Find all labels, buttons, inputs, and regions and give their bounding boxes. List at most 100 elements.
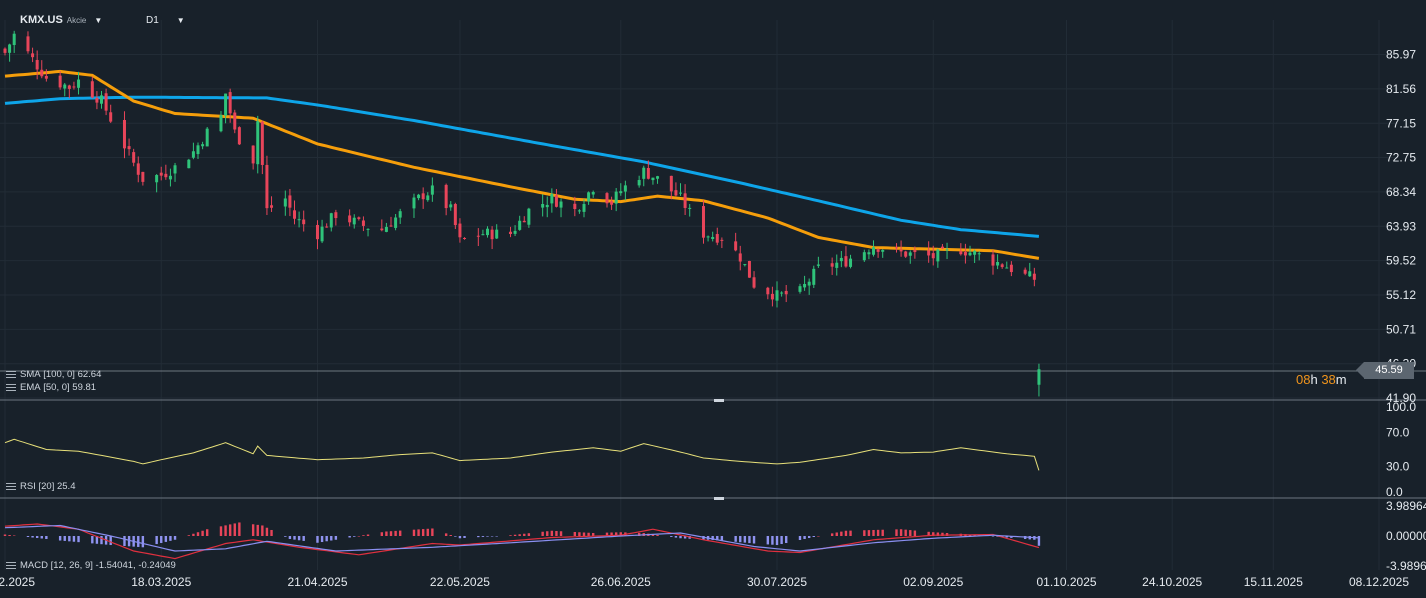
candle bbox=[31, 47, 35, 63]
candle bbox=[839, 251, 843, 268]
candle-body bbox=[862, 252, 866, 261]
candle-body bbox=[872, 247, 876, 255]
macd-histogram-bar bbox=[555, 530, 558, 536]
candle bbox=[109, 104, 113, 123]
candle-body bbox=[228, 92, 232, 114]
candle bbox=[894, 243, 898, 253]
candle-body bbox=[486, 228, 490, 236]
candle-body bbox=[136, 163, 140, 175]
moving-average-lines bbox=[4, 69, 1040, 260]
candle bbox=[380, 219, 384, 232]
candle bbox=[587, 191, 591, 205]
macd-histogram-bar bbox=[481, 536, 485, 537]
candle bbox=[412, 193, 416, 218]
macd-histogram-bar bbox=[357, 536, 361, 537]
candle-body bbox=[527, 208, 531, 225]
candle bbox=[228, 88, 232, 123]
candle-body bbox=[104, 93, 108, 111]
candle-body bbox=[201, 144, 205, 147]
candle bbox=[444, 183, 448, 216]
candle-body bbox=[508, 231, 512, 235]
macd-histogram-bar bbox=[817, 536, 820, 537]
macd-histogram-bar bbox=[251, 524, 255, 536]
macd-histogram-bar bbox=[798, 536, 802, 541]
candle bbox=[931, 245, 935, 266]
symbol-selector[interactable]: KMX.US Akcie ▼ bbox=[20, 12, 102, 28]
candle-body bbox=[109, 112, 113, 122]
macd-histogram-bar bbox=[412, 529, 416, 536]
menu-icon bbox=[6, 483, 16, 490]
candle bbox=[844, 246, 848, 268]
candle-body bbox=[711, 236, 715, 240]
candle bbox=[642, 165, 646, 187]
macd-histogram-bar bbox=[495, 536, 498, 537]
rsi-tick-label: 100.0 bbox=[1386, 400, 1416, 414]
candle bbox=[908, 250, 912, 264]
legend-macd[interactable]: MACD [12, 26, 9] -1.54041, -0.24049 bbox=[6, 560, 176, 571]
macd-histogram-bar bbox=[550, 530, 554, 536]
candle bbox=[973, 249, 977, 264]
candle-body bbox=[490, 229, 494, 240]
timeframe-label: D1 bbox=[146, 14, 159, 26]
macd-histogram-bar bbox=[325, 536, 328, 542]
macd-histogram-bar bbox=[160, 536, 163, 543]
candle-body bbox=[573, 203, 577, 209]
candle bbox=[715, 227, 719, 246]
macd-histogram-bar bbox=[527, 533, 531, 536]
candle-body bbox=[679, 192, 683, 194]
candle-body bbox=[683, 193, 687, 208]
price-tick-label: 50.71 bbox=[1386, 322, 1416, 336]
macd-histogram-bar bbox=[334, 536, 338, 540]
macd-histogram-bar bbox=[35, 536, 39, 539]
macd-histogram-bar bbox=[651, 534, 655, 536]
candle bbox=[100, 90, 104, 109]
candle bbox=[122, 111, 126, 159]
timeframe-selector[interactable]: D1 ▼ bbox=[146, 12, 185, 28]
macd-histogram-bar bbox=[63, 536, 66, 541]
macd-histogram-bar bbox=[637, 532, 641, 536]
candle bbox=[173, 162, 177, 182]
candle-last bbox=[1037, 363, 1041, 397]
candle bbox=[58, 71, 62, 90]
legend-ema[interactable]: EMA [50, 0] 59.81 bbox=[6, 382, 96, 393]
date-tick-label: 21.04.2025 bbox=[287, 575, 347, 589]
candle-body bbox=[100, 95, 104, 104]
candle bbox=[674, 182, 678, 197]
menu-icon bbox=[6, 562, 16, 569]
candle-body bbox=[545, 204, 549, 208]
candle bbox=[913, 246, 917, 259]
price-tick-label: 77.15 bbox=[1386, 116, 1416, 130]
candle bbox=[26, 31, 30, 54]
macd-histogram-bar bbox=[932, 532, 935, 536]
macd-histogram-bar bbox=[840, 531, 843, 536]
macd-histogram-bar bbox=[224, 525, 227, 536]
legend-sma[interactable]: SMA [100, 0] 62.64 bbox=[6, 369, 101, 380]
candle bbox=[421, 187, 425, 209]
candle bbox=[205, 127, 209, 147]
macd-histogram-bar bbox=[320, 536, 324, 543]
rsi-tick-label: 0.0 bbox=[1386, 485, 1403, 499]
candle-body bbox=[302, 219, 306, 225]
macd-histogram-bar bbox=[752, 536, 756, 544]
candle-body bbox=[270, 205, 274, 208]
macd-histogram-bar bbox=[316, 536, 319, 543]
candle bbox=[927, 241, 931, 263]
legend-rsi[interactable]: RSI [20] 25.4 bbox=[6, 481, 75, 492]
sma-name: SMA bbox=[20, 369, 41, 380]
candle bbox=[398, 208, 402, 224]
candle-body bbox=[421, 193, 425, 200]
date-tick-label: 22.05.2025 bbox=[430, 575, 490, 589]
candle-body bbox=[899, 249, 903, 252]
candle-body bbox=[380, 228, 384, 231]
candle bbox=[899, 240, 903, 257]
candle bbox=[490, 226, 494, 250]
chevron-down-icon: ▼ bbox=[94, 15, 103, 25]
candle-body bbox=[44, 75, 48, 79]
candle bbox=[747, 260, 751, 278]
macd-histogram-bar bbox=[766, 536, 770, 545]
candle-body bbox=[315, 224, 319, 240]
candle-body bbox=[881, 249, 885, 252]
date-tick-label: 30.07.2025 bbox=[747, 575, 807, 589]
macd-histogram-bar bbox=[284, 536, 287, 537]
